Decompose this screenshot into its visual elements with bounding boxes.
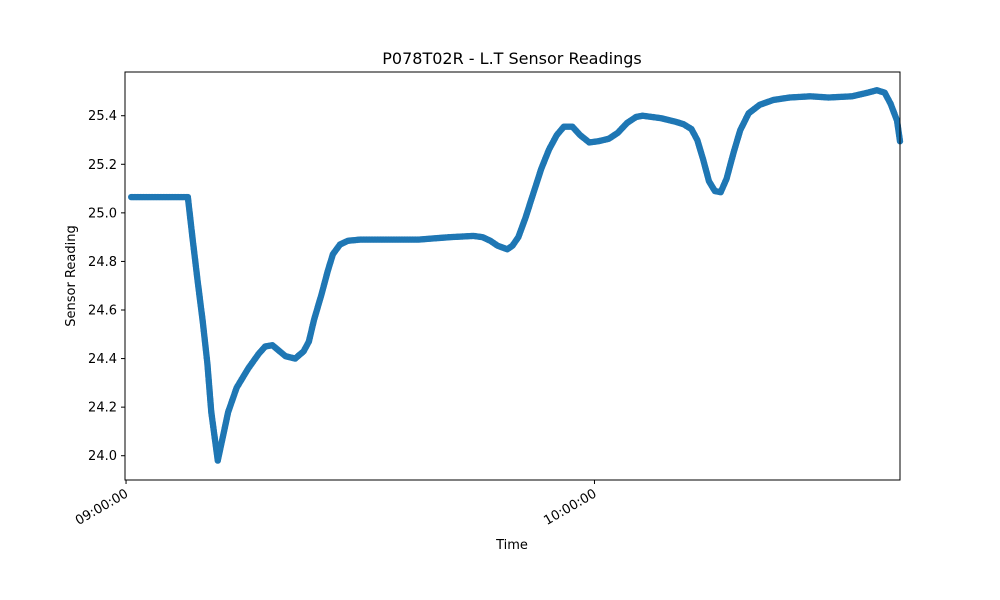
y-tick-label: 25.0 (88, 206, 117, 221)
y-axis: 24.0 24.2 24.4 24.6 24.8 25.0 25.2 25.4 (88, 109, 125, 464)
y-tick-label: 24.8 (88, 255, 117, 270)
x-tick-label: 09:00:00 (73, 486, 131, 528)
y-tick-label: 24.0 (88, 449, 117, 464)
y-tick-label: 24.6 (88, 304, 117, 319)
y-axis-label: Sensor Reading (64, 225, 79, 326)
y-tick-label: 24.2 (88, 401, 117, 416)
x-axis: 09:00:00 10:00:00 (73, 480, 599, 529)
data-points (128, 87, 904, 464)
y-tick-label: 24.4 (88, 352, 117, 367)
plot-frame (124, 71, 901, 481)
x-tick-label: 10:00:00 (541, 486, 599, 528)
y-tick-label: 25.2 (88, 158, 117, 173)
x-axis-label: Time (495, 538, 528, 553)
chart-title: P078T02R - L.T Sensor Readings (382, 49, 641, 68)
y-tick-label: 25.4 (88, 109, 117, 124)
